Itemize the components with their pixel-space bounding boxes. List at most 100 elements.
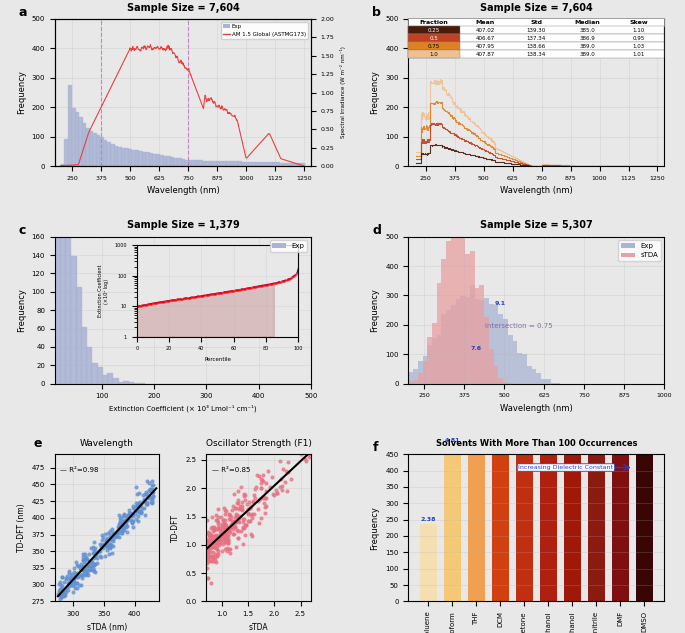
Point <box>203 534 214 544</box>
Point <box>244 516 255 526</box>
Point <box>99 539 110 549</box>
Point <box>88 553 99 563</box>
Bar <box>127 149 131 166</box>
Point <box>207 536 218 546</box>
Bar <box>540 0 557 601</box>
Point <box>252 470 263 480</box>
Bar <box>489 304 494 384</box>
Point <box>102 528 113 538</box>
Point <box>212 524 223 534</box>
Point <box>201 563 212 573</box>
Point <box>146 492 157 502</box>
Point <box>105 532 116 542</box>
Point <box>104 539 115 549</box>
Point <box>229 522 240 532</box>
Point <box>206 543 217 553</box>
Point <box>71 557 82 567</box>
Point <box>79 566 90 576</box>
Point <box>130 506 141 516</box>
Point <box>210 536 221 546</box>
Point <box>64 573 75 584</box>
Point <box>84 557 95 567</box>
Bar <box>408 372 413 384</box>
Point <box>121 527 132 537</box>
Bar <box>89 130 92 166</box>
Point <box>276 474 287 484</box>
Point <box>202 573 213 584</box>
Point <box>236 525 247 536</box>
Point <box>121 517 132 527</box>
Point <box>211 515 222 525</box>
Point <box>56 580 67 591</box>
Point <box>257 475 268 486</box>
Bar <box>451 237 456 384</box>
Point <box>131 501 142 511</box>
Point <box>258 492 269 503</box>
Point <box>147 497 158 507</box>
Bar <box>96 135 99 166</box>
Text: e: e <box>34 437 42 450</box>
Point <box>65 573 76 584</box>
Point <box>130 482 141 492</box>
Point <box>127 518 138 528</box>
Point <box>121 521 132 531</box>
Bar <box>279 163 283 166</box>
Point <box>68 587 79 598</box>
Point <box>143 479 154 489</box>
Point <box>208 530 219 541</box>
Point <box>232 532 243 542</box>
Point <box>120 518 131 528</box>
Point <box>55 585 66 595</box>
Point <box>127 516 138 526</box>
Point <box>236 497 247 507</box>
Bar <box>121 147 124 166</box>
X-axis label: Wavelength (nm): Wavelength (nm) <box>500 186 573 196</box>
Point <box>235 511 246 521</box>
Point <box>58 589 68 599</box>
Point <box>221 543 232 553</box>
Point <box>53 589 64 599</box>
Point <box>257 476 268 486</box>
Point <box>240 496 251 506</box>
Legend: Exp, AM 1.5 Global (ASTMG173): Exp, AM 1.5 Global (ASTMG173) <box>221 22 308 39</box>
Point <box>134 506 145 516</box>
Bar <box>68 85 71 166</box>
Point <box>60 590 71 600</box>
Point <box>233 526 244 536</box>
Bar <box>149 153 152 166</box>
Point <box>108 530 119 540</box>
Point <box>217 522 228 532</box>
Point <box>73 561 84 571</box>
Point <box>215 538 226 548</box>
Point <box>267 489 278 499</box>
Point <box>92 558 103 568</box>
Point <box>212 540 223 550</box>
X-axis label: Wavelength (nm): Wavelength (nm) <box>147 186 219 196</box>
Bar <box>551 382 556 384</box>
Point <box>229 489 240 499</box>
Bar <box>128 382 133 384</box>
Point <box>231 517 242 527</box>
Bar <box>290 163 293 166</box>
Point <box>62 582 73 592</box>
Text: d: d <box>373 223 382 237</box>
Point <box>223 535 234 545</box>
Point <box>226 519 237 529</box>
Point <box>216 533 227 543</box>
Point <box>108 541 119 551</box>
Bar <box>75 112 78 166</box>
Point <box>216 529 227 539</box>
Text: c: c <box>19 223 26 237</box>
Point <box>88 537 99 548</box>
Y-axis label: TD-DFT: TD-DFT <box>171 514 180 542</box>
Point <box>234 503 245 513</box>
Bar <box>102 375 107 384</box>
Point <box>106 524 117 534</box>
Point <box>110 531 121 541</box>
Point <box>117 519 128 529</box>
Point <box>220 527 231 537</box>
Point <box>55 589 66 599</box>
Point <box>145 485 155 495</box>
Title: Wavelength: Wavelength <box>80 439 134 448</box>
Point <box>244 503 255 513</box>
